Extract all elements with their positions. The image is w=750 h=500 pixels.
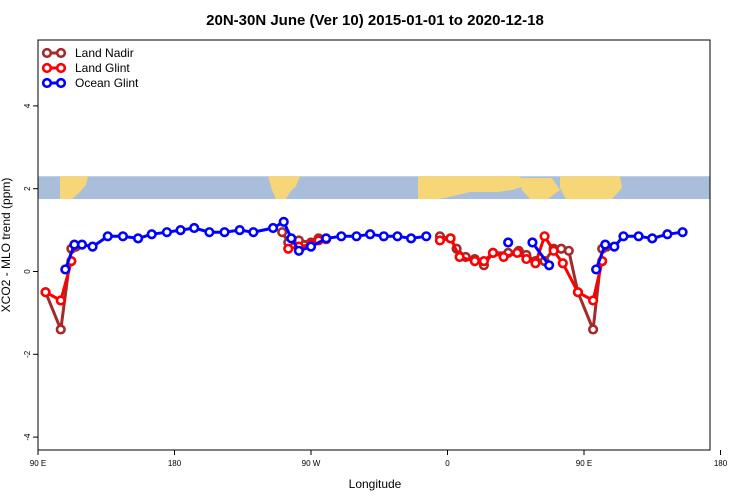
data-point — [591, 264, 602, 275]
data-point — [87, 241, 98, 252]
data-point — [248, 227, 259, 238]
x-tick-label: 90 E — [30, 459, 46, 468]
data-point — [146, 229, 157, 240]
plot-frame — [37, 39, 711, 451]
data-point — [267, 222, 279, 234]
data-point — [117, 231, 129, 242]
data-point — [587, 324, 599, 335]
data-layer — [40, 216, 688, 335]
data-point — [102, 231, 113, 242]
data-point — [548, 245, 559, 256]
data-point — [527, 237, 538, 248]
series-land-glint — [40, 231, 608, 306]
legend-label: Land Glint — [75, 61, 130, 75]
data-point — [633, 231, 644, 242]
data-point — [336, 231, 347, 242]
data-point — [175, 225, 186, 236]
legend-marker — [41, 62, 53, 74]
data-point — [503, 237, 514, 248]
map-land-0 — [60, 176, 88, 200]
data-point — [539, 231, 550, 242]
data-point — [293, 245, 304, 256]
data-point — [609, 241, 620, 252]
legend-marker — [55, 77, 67, 89]
data-point — [321, 233, 332, 244]
y-tick-label: 0 — [23, 269, 32, 274]
data-point — [283, 243, 294, 254]
y-tick-label: -2 — [23, 350, 32, 358]
x-tick-label: 90 E — [576, 459, 592, 468]
x-tick-label: 180 — [168, 459, 182, 468]
data-point — [351, 231, 362, 242]
data-point — [498, 251, 509, 263]
x-tick-label: 90 W — [302, 459, 321, 468]
data-point — [600, 239, 611, 250]
data-point — [469, 256, 480, 267]
legend-marker — [55, 62, 67, 74]
y-tick-label: 4 — [23, 103, 32, 108]
world-map-band — [38, 176, 710, 200]
series-line — [439, 234, 604, 302]
data-point — [454, 251, 465, 263]
data-point — [76, 239, 88, 250]
legend-label: Ocean Glint — [75, 76, 139, 90]
data-point — [572, 287, 584, 298]
map-land-4 — [560, 176, 622, 200]
plot-area: -4 -2 0 2 4 90 E 180 90 W 0 90 E 180 Land NadirLand… — [23, 39, 728, 468]
data-point — [521, 253, 532, 265]
data-point — [365, 229, 376, 240]
data-point — [277, 227, 288, 238]
map-land-2 — [418, 176, 524, 200]
data-point — [286, 233, 297, 244]
data-point — [478, 256, 490, 267]
data-point — [378, 231, 389, 242]
data-point — [530, 258, 541, 269]
data-point — [512, 247, 523, 258]
x-tick-label: 0 — [445, 459, 450, 468]
data-point — [60, 264, 71, 275]
data-point — [278, 216, 289, 227]
data-point — [677, 227, 688, 238]
x-tick-label: 180 — [714, 459, 728, 468]
data-point — [563, 245, 574, 256]
series-ocean-glint — [60, 216, 688, 275]
data-point — [55, 324, 66, 335]
data-point — [662, 229, 673, 240]
data-point — [305, 241, 317, 252]
data-point — [406, 233, 417, 244]
data-point — [445, 233, 456, 244]
y-tick-label: 2 — [23, 186, 32, 191]
map-land-1 — [268, 176, 300, 200]
x-axis-label: Longitude — [349, 477, 402, 491]
data-point — [544, 260, 555, 271]
data-point — [618, 231, 629, 242]
data-point — [40, 287, 51, 298]
data-point — [204, 227, 215, 238]
data-point — [434, 235, 446, 246]
series-land-nadir — [40, 227, 612, 335]
legend-marker — [41, 47, 53, 59]
data-point — [234, 225, 245, 236]
data-point — [647, 233, 658, 244]
series-line — [63, 220, 427, 270]
data-point — [587, 295, 599, 306]
legend-marker — [41, 77, 53, 89]
data-point — [133, 233, 144, 244]
map-land-3 — [520, 178, 560, 200]
data-point — [161, 227, 173, 238]
legend-marker — [55, 47, 67, 59]
data-point — [219, 227, 230, 238]
legend-label: Land Nadir — [75, 46, 134, 60]
data-point — [557, 258, 568, 269]
y-tick-label: -4 — [23, 433, 32, 441]
data-point — [189, 222, 200, 234]
data-point — [392, 231, 403, 242]
data-point — [55, 295, 66, 306]
chart-title: 20N-30N June (Ver 10) 2015-01-01 to 2020… — [206, 12, 544, 29]
y-axis-label: XCO2 - MLO trend (ppm) — [0, 178, 13, 313]
data-point — [487, 247, 499, 258]
data-point — [421, 231, 432, 242]
